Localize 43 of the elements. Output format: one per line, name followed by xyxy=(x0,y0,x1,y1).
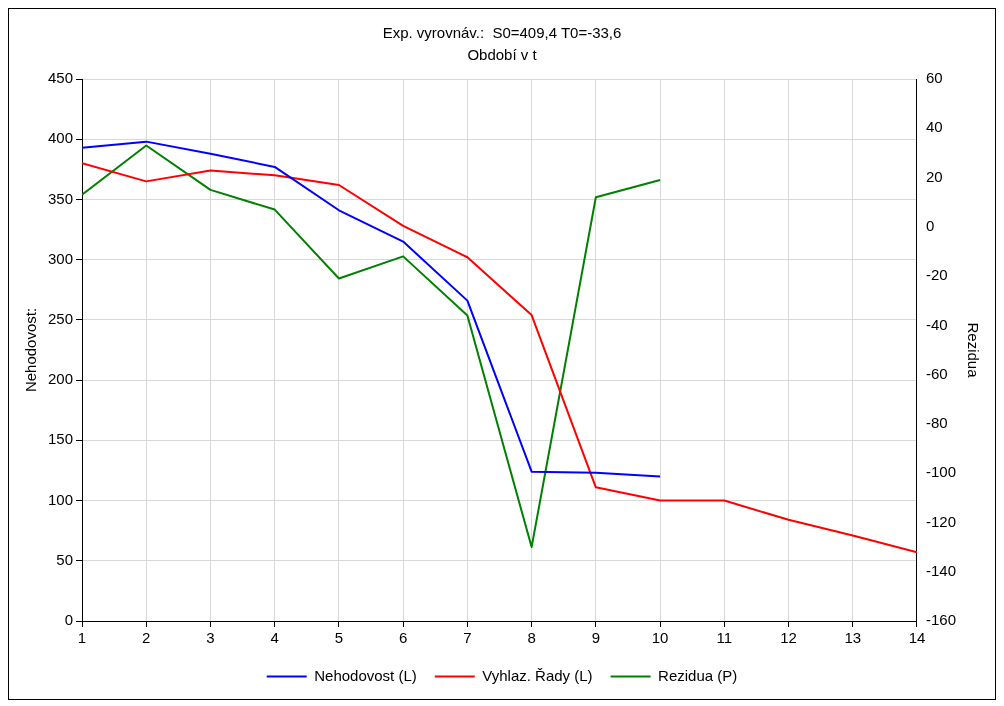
legend-label: Vyhlaz. Řady (L) xyxy=(482,666,593,684)
x-tick-label: 14 xyxy=(908,629,926,647)
y2-tick-label: -20 xyxy=(925,266,948,284)
y-tick-label: 0 xyxy=(64,611,74,629)
y-tick-label: 200 xyxy=(48,370,74,388)
y-tick-label: 250 xyxy=(48,310,74,328)
y-tick-label: 50 xyxy=(56,550,74,568)
legend-label: Rezidua (P) xyxy=(658,666,738,684)
y2-tick-label: 40 xyxy=(925,118,943,136)
y2-tick-label: -40 xyxy=(925,315,948,333)
y2-tick-label: -120 xyxy=(925,512,957,530)
chart-title: Exp. vyrovnáv.: S0=409,4 T0=-33,6 xyxy=(382,24,622,42)
x-tick-label: 1 xyxy=(77,629,87,647)
y2-tick-label: 0 xyxy=(925,216,935,234)
y-axis-title: Nehodovost: xyxy=(22,307,40,393)
y2-axis-title: Rezidua xyxy=(964,322,982,379)
x-tick-label: 11 xyxy=(716,629,733,647)
x-tick-label: 10 xyxy=(651,629,669,647)
chart-subtitle: Období v t xyxy=(467,46,538,64)
y2-tick-label: -160 xyxy=(925,611,957,629)
x-tick-label: 9 xyxy=(591,629,601,647)
x-tick-label: 8 xyxy=(527,629,536,647)
y2-tick-label: 60 xyxy=(925,69,943,87)
x-tick-label: 3 xyxy=(206,629,215,647)
y-tick-label: 100 xyxy=(48,490,74,508)
legend-label: Nehodovost (L) xyxy=(314,666,417,684)
y2-tick-label: 20 xyxy=(925,167,943,185)
y2-tick-label: -140 xyxy=(925,561,957,579)
x-tick-label: 2 xyxy=(142,629,151,647)
y-tick-label: 300 xyxy=(48,249,74,267)
y-tick-label: 150 xyxy=(48,430,74,448)
y2-tick-label: -100 xyxy=(925,463,957,481)
x-tick-label: 12 xyxy=(780,629,797,647)
x-tick-label: 13 xyxy=(844,629,862,647)
y2-tick-label: -80 xyxy=(925,414,948,432)
y-tick-label: 400 xyxy=(48,129,74,147)
x-tick-label: 7 xyxy=(463,629,472,647)
x-tick-label: 6 xyxy=(398,629,408,647)
y-tick-label: 350 xyxy=(48,189,74,207)
x-tick-label: 4 xyxy=(270,629,279,647)
x-tick-label: 5 xyxy=(334,629,344,647)
y-tick-label: 450 xyxy=(48,69,74,87)
y2-tick-label: -60 xyxy=(925,364,948,382)
